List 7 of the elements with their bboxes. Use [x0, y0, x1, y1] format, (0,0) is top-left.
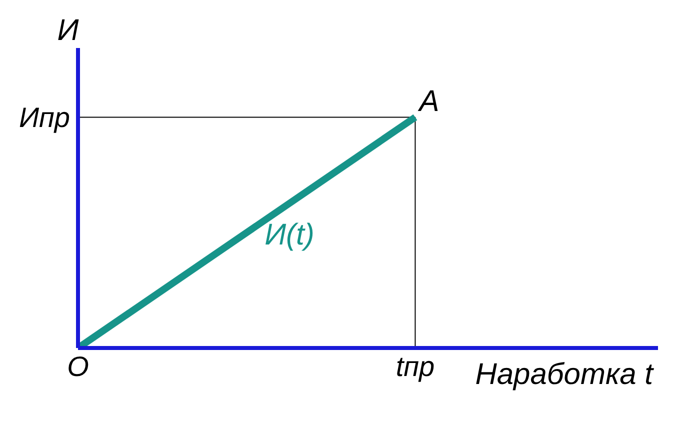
y-axis-title: И [57, 14, 80, 47]
x-axis-title: Наработка t [475, 358, 655, 391]
x-tick-label: tпр [396, 350, 435, 382]
x-tick-label: O [67, 350, 89, 382]
annotation: A [417, 85, 440, 118]
series-label: И(t) [264, 218, 314, 252]
ref-line-label: Ипр [18, 102, 70, 134]
